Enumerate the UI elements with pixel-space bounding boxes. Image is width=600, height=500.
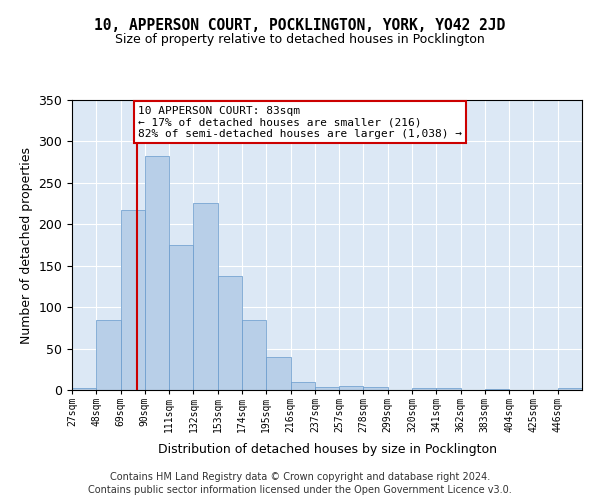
- Text: 10, APPERSON COURT, POCKLINGTON, YORK, YO42 2JD: 10, APPERSON COURT, POCKLINGTON, YORK, Y…: [94, 18, 506, 32]
- Y-axis label: Number of detached properties: Number of detached properties: [20, 146, 33, 344]
- Bar: [72, 388, 96, 390]
- Bar: [121, 210, 145, 390]
- Bar: [436, 388, 461, 390]
- Bar: [485, 389, 509, 390]
- Bar: [364, 386, 388, 390]
- Bar: [96, 320, 121, 390]
- Bar: [558, 388, 582, 390]
- Text: Contains public sector information licensed under the Open Government Licence v3: Contains public sector information licen…: [88, 485, 512, 495]
- Bar: [218, 276, 242, 390]
- Text: 10 APPERSON COURT: 83sqm
← 17% of detached houses are smaller (216)
82% of semi-: 10 APPERSON COURT: 83sqm ← 17% of detach…: [138, 106, 462, 139]
- Bar: [266, 357, 290, 390]
- Text: Size of property relative to detached houses in Pocklington: Size of property relative to detached ho…: [115, 32, 485, 46]
- Bar: [169, 245, 193, 390]
- Bar: [412, 388, 436, 390]
- Bar: [145, 156, 169, 390]
- Bar: [339, 386, 364, 390]
- Bar: [315, 386, 339, 390]
- Bar: [242, 320, 266, 390]
- Bar: [193, 202, 218, 390]
- Bar: [290, 382, 315, 390]
- Text: Distribution of detached houses by size in Pocklington: Distribution of detached houses by size …: [157, 442, 497, 456]
- Text: Contains HM Land Registry data © Crown copyright and database right 2024.: Contains HM Land Registry data © Crown c…: [110, 472, 490, 482]
